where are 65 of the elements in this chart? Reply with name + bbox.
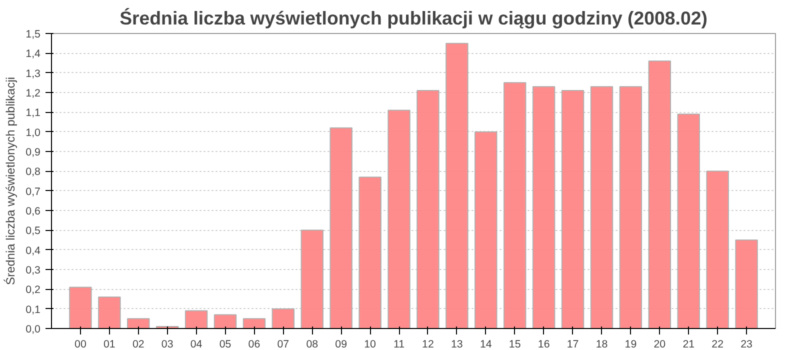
y-tick-label: 0,9 (26, 146, 41, 158)
bar (648, 60, 672, 328)
y-tick-label: 1,5 (26, 28, 41, 40)
x-tick-label: 11 (393, 338, 405, 350)
y-tick-label: 1,4 (26, 48, 41, 60)
y-tick-label: 0,5 (26, 225, 41, 238)
x-tick-label: 18 (596, 338, 608, 350)
x-tick-label: 03 (161, 338, 174, 350)
bar (735, 240, 758, 328)
y-tick-label: 0,1 (26, 304, 41, 316)
bar (561, 90, 584, 328)
x-tick-label: 04 (190, 338, 202, 350)
bar (330, 127, 352, 328)
bar (590, 86, 614, 328)
bar (504, 82, 526, 328)
bar (69, 286, 92, 328)
bar (184, 310, 208, 328)
x-tick-label: 10 (364, 338, 376, 350)
x-tick-label: 22 (712, 338, 724, 350)
bar (300, 230, 324, 328)
y-tick-label: 1,1 (26, 107, 41, 120)
bar (358, 176, 382, 328)
bar (214, 314, 237, 328)
y-tick-label: 0,8 (26, 166, 41, 178)
bar (474, 131, 498, 328)
y-tick-label: 0,3 (26, 264, 41, 276)
x-tick-label: 17 (566, 338, 579, 350)
y-tick-label: 1,0 (26, 126, 41, 139)
x-tick-label: 01 (103, 338, 116, 350)
bar (416, 90, 440, 328)
y-tick-label: 0,7 (26, 186, 41, 198)
y-tick-label: 0,4 (26, 244, 41, 257)
x-tick-label: 23 (740, 338, 753, 350)
bar (98, 296, 121, 328)
x-tick-label: 00 (74, 338, 86, 350)
x-tick-label: 06 (248, 338, 260, 350)
x-tick-label: 12 (422, 338, 434, 350)
x-tick-label: 21 (682, 338, 695, 350)
x-tick-label: 05 (219, 338, 232, 350)
y-tick-label: 1,2 (26, 88, 41, 100)
bar (532, 86, 556, 328)
x-tick-label: 07 (277, 338, 290, 350)
x-tick-label: 20 (654, 338, 666, 350)
y-tick-label: 1,3 (26, 68, 41, 80)
bar (127, 318, 150, 328)
bar (446, 42, 468, 328)
y-tick-label: 0,0 (26, 324, 41, 336)
y-tick-label: 0,6 (26, 206, 41, 218)
bar (388, 110, 410, 328)
x-tick-label: 08 (306, 338, 318, 350)
bar (242, 318, 266, 328)
x-tick-label: 19 (624, 338, 637, 350)
y-tick-label: 0,2 (26, 284, 41, 296)
bar (619, 86, 642, 328)
x-tick-label: 14 (480, 338, 492, 350)
x-tick-label: 15 (508, 338, 521, 350)
x-tick-label: 02 (132, 338, 144, 350)
bar (677, 114, 700, 328)
chart-title: Średnia liczba wyświetlonych publikacji w ciągu godziny (2008.02) (120, 8, 708, 28)
x-tick-label: 16 (538, 338, 550, 350)
bar (272, 308, 295, 328)
y-axis-title: Średnia liczba wyświetlonych publikacji (4, 76, 18, 286)
bar (706, 170, 729, 328)
x-tick-label: 13 (451, 338, 463, 350)
x-tick-label: 09 (335, 338, 348, 350)
